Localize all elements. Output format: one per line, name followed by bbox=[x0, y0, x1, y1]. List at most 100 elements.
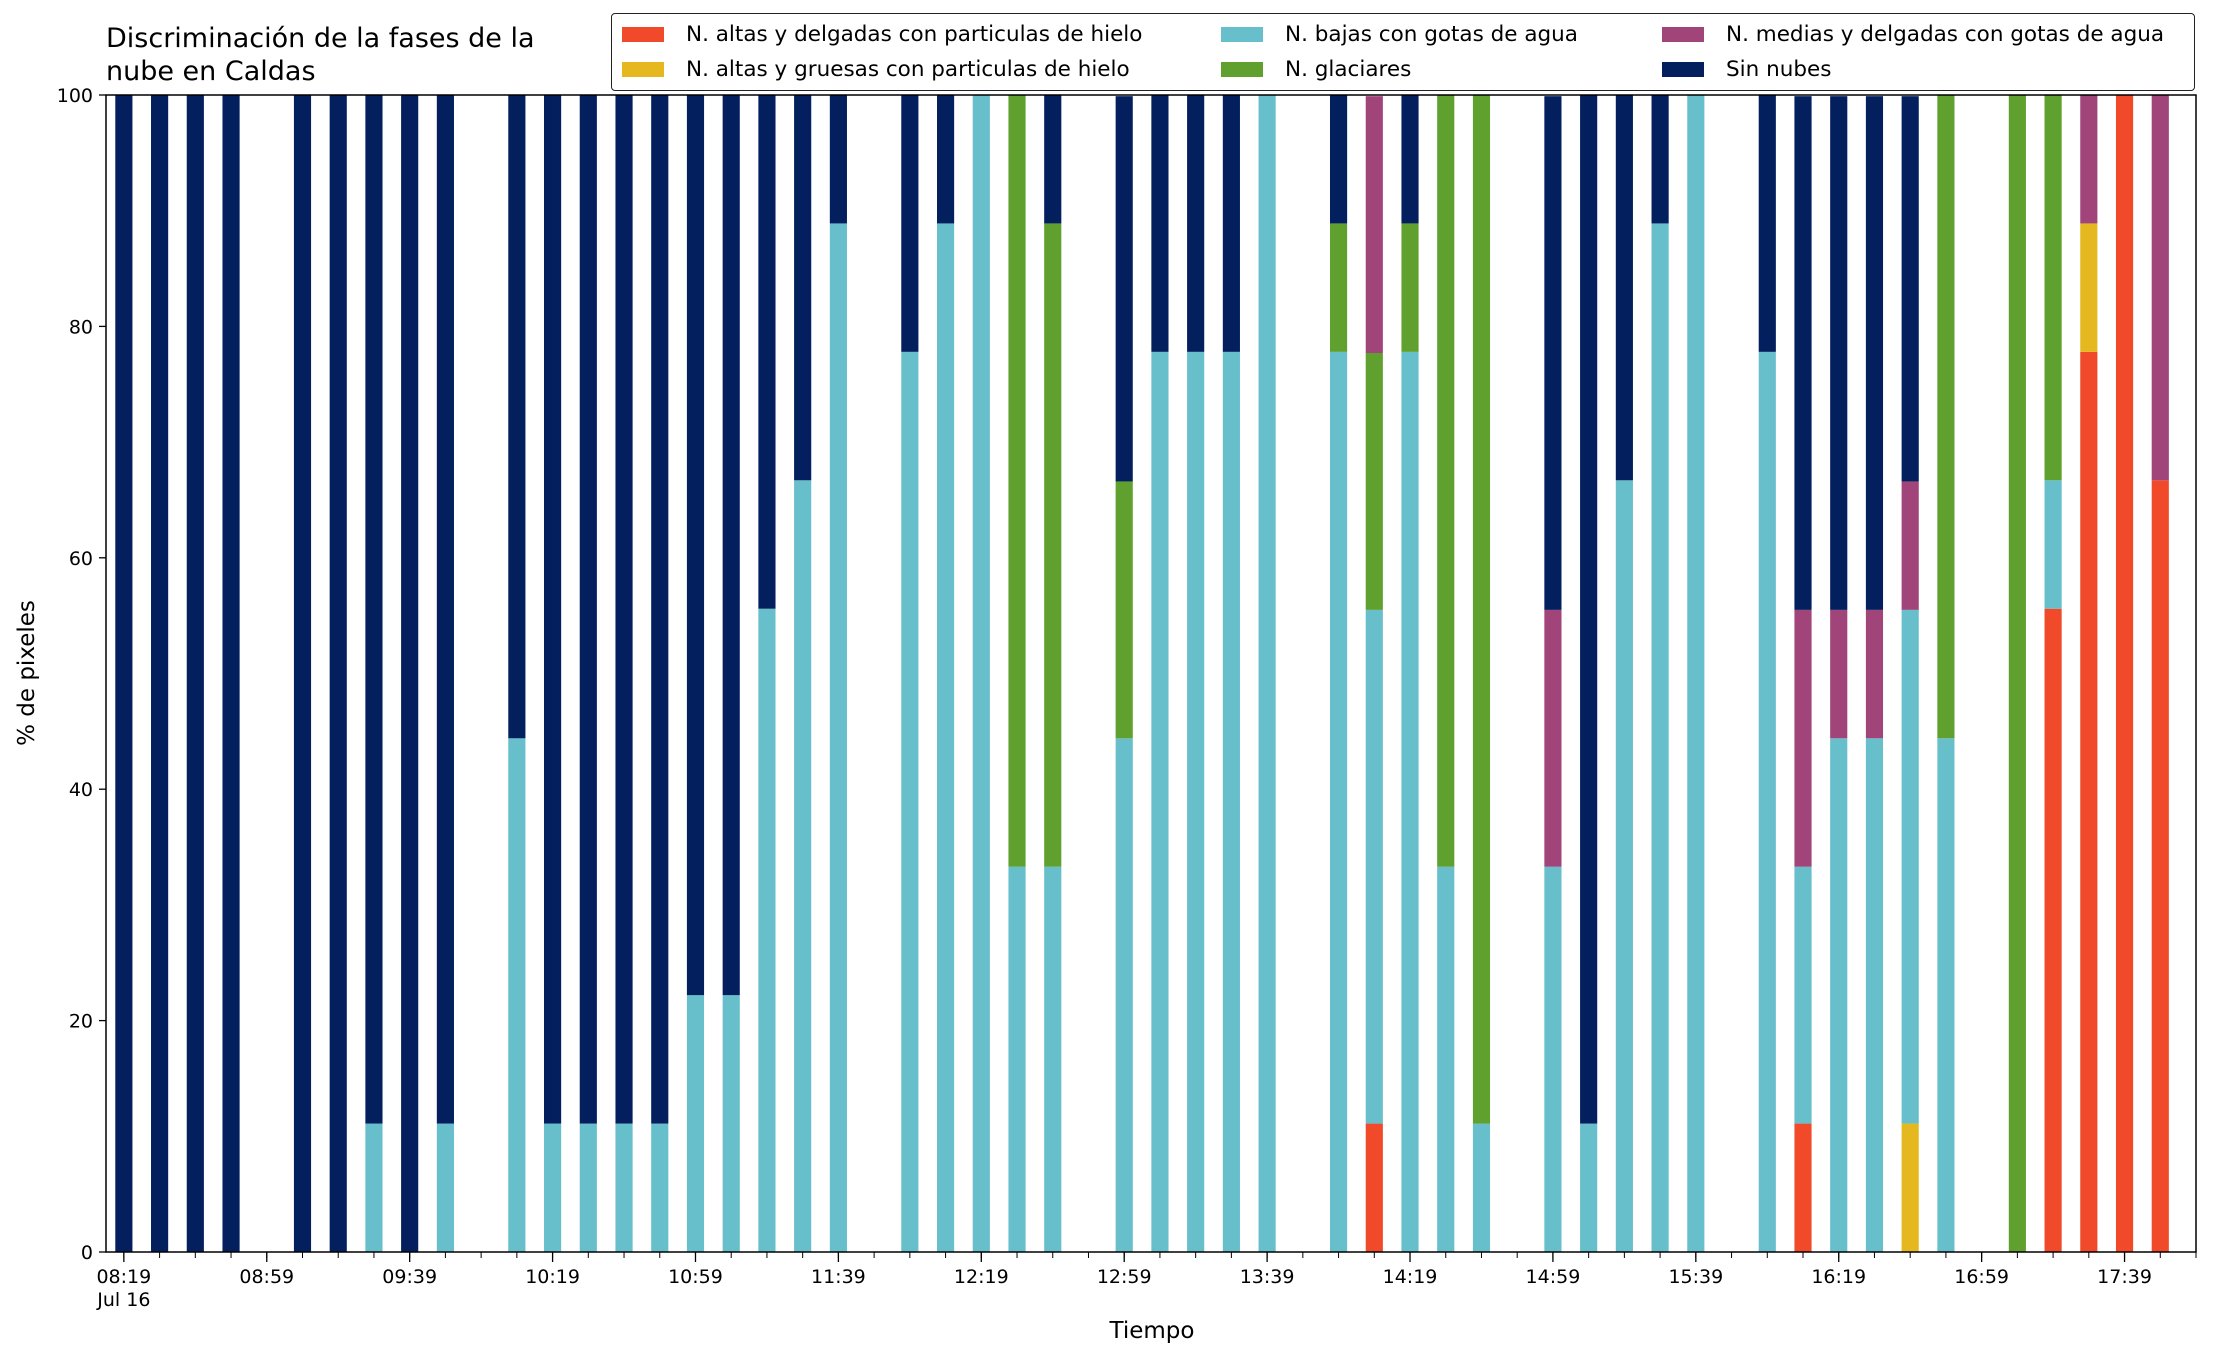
legend-label: N. glaciares bbox=[1285, 56, 1412, 82]
bar-segment-27-5 bbox=[1222, 95, 1240, 352]
chart-title-line-1: Discriminación de la fases de la bbox=[106, 23, 535, 54]
bars-layer bbox=[115, 95, 2169, 1253]
bar-segment-43-1 bbox=[1901, 1123, 1919, 1252]
bar-segment-7-5 bbox=[401, 95, 419, 1252]
bar-segment-43-5 bbox=[1901, 96, 1919, 482]
bar-segment-18-5 bbox=[829, 95, 847, 224]
bar-segment-14-2 bbox=[686, 995, 705, 1252]
bar-segment-43-4 bbox=[1901, 481, 1919, 610]
bar-segment-31-2 bbox=[1401, 351, 1419, 1253]
bar-segment-3-5 bbox=[222, 95, 240, 1252]
bar-segment-19-2 bbox=[901, 351, 919, 1253]
legend-item-medias: N. medias y delgadas con gotas de agua bbox=[1662, 19, 2164, 49]
plot-frame bbox=[105, 94, 2197, 1253]
bar-segment-32-3 bbox=[1437, 95, 1455, 867]
bar-segment-10-2 bbox=[544, 1123, 562, 1252]
bar-segment-8-2 bbox=[436, 1123, 454, 1252]
bar-segment-30-3 bbox=[1365, 353, 1383, 610]
y-tick-label: 0 bbox=[81, 1242, 93, 1264]
legend-swatch bbox=[1221, 26, 1263, 42]
bar-segment-9-5 bbox=[508, 95, 526, 739]
bar-segment-40-4 bbox=[1794, 609, 1812, 867]
bar-segment-22-2 bbox=[1008, 866, 1026, 1252]
bar-segment-47-4 bbox=[2080, 95, 2098, 224]
legend-label: N. bajas con gotas de agua bbox=[1285, 21, 1578, 47]
legend-swatch bbox=[1221, 61, 1263, 77]
bar-segment-2-5 bbox=[186, 95, 204, 1252]
bar-segment-23-5 bbox=[1044, 95, 1062, 224]
bar-segment-30-0 bbox=[1365, 1123, 1383, 1252]
bar-segment-34-2 bbox=[1544, 866, 1562, 1252]
x-tick-label: 16:59 bbox=[1954, 1266, 2009, 1288]
bar-segment-43-2 bbox=[1901, 609, 1919, 1124]
chart-legend: N. altas y delgadas con particulas de hi… bbox=[611, 13, 2195, 91]
bar-segment-46-3 bbox=[2044, 95, 2062, 481]
bar-segment-18-2 bbox=[829, 223, 847, 1253]
bar-segment-31-3 bbox=[1401, 223, 1419, 352]
x-tick-label: 12:59 bbox=[1097, 1266, 1152, 1288]
legend-swatch bbox=[622, 61, 664, 77]
y-tick-label: 20 bbox=[69, 1011, 93, 1033]
bar-segment-44-2 bbox=[1937, 738, 1955, 1252]
bar-segment-15-2 bbox=[722, 995, 740, 1252]
bar-segment-36-2 bbox=[1615, 480, 1633, 1252]
legend-item-altas-gruesas: N. altas y gruesas con particulas de hie… bbox=[622, 54, 1130, 84]
bar-segment-5-5 bbox=[329, 95, 347, 1252]
bar-segment-26-2 bbox=[1187, 351, 1205, 1253]
bar-segment-8-5 bbox=[436, 95, 454, 1124]
bar-segment-27-2 bbox=[1222, 351, 1240, 1253]
bar-segment-26-5 bbox=[1187, 95, 1205, 352]
bar-segment-6-5 bbox=[365, 95, 383, 1124]
bar-segment-42-4 bbox=[1865, 609, 1884, 739]
chart-title-line-2: nube en Caldas bbox=[106, 56, 316, 87]
bar-segment-12-2 bbox=[615, 1123, 633, 1252]
bar-segment-10-5 bbox=[544, 95, 562, 1124]
bar-segment-17-2 bbox=[794, 480, 812, 1252]
bar-segment-41-2 bbox=[1830, 738, 1848, 1252]
bar-segment-12-5 bbox=[615, 95, 633, 1124]
x-tick-label: 08:19 bbox=[96, 1266, 151, 1288]
bar-segment-35-2 bbox=[1580, 1123, 1598, 1252]
bar-segment-29-2 bbox=[1329, 351, 1348, 1253]
x-tick-label: 12:19 bbox=[954, 1266, 1009, 1288]
bar-segment-22-3 bbox=[1008, 95, 1026, 867]
legend-item-sin-nubes: Sin nubes bbox=[1662, 54, 1831, 84]
bar-segment-14-5 bbox=[686, 95, 705, 996]
bar-segment-25-2 bbox=[1151, 351, 1169, 1253]
bar-segment-49-0 bbox=[2151, 480, 2169, 1252]
bar-segment-13-2 bbox=[651, 1123, 669, 1252]
y-tick-label: 80 bbox=[69, 316, 93, 338]
bar-segment-29-5 bbox=[1329, 95, 1348, 224]
bar-segment-23-2 bbox=[1044, 866, 1062, 1252]
x-tick-label: 15:39 bbox=[1668, 1266, 1723, 1288]
bar-segment-42-2 bbox=[1865, 738, 1884, 1252]
bar-segment-20-2 bbox=[937, 223, 955, 1253]
bar-segment-41-5 bbox=[1830, 96, 1848, 610]
bar-segment-40-5 bbox=[1794, 96, 1812, 610]
x-date-label: Jul 16 bbox=[96, 1289, 150, 1311]
bar-segment-44-3 bbox=[1937, 95, 1955, 739]
bar-segment-40-2 bbox=[1794, 866, 1812, 1124]
bar-segment-29-3 bbox=[1329, 223, 1348, 352]
bar-segment-47-1 bbox=[2080, 223, 2098, 352]
y-tick-label: 100 bbox=[57, 85, 93, 107]
x-tick-label: 08:59 bbox=[239, 1266, 294, 1288]
x-tick-label: 17:39 bbox=[2097, 1266, 2152, 1288]
bar-segment-25-5 bbox=[1151, 95, 1169, 352]
x-tick-label: 10:19 bbox=[525, 1266, 580, 1288]
bar-segment-16-5 bbox=[758, 95, 776, 609]
x-tick-label: 10:59 bbox=[668, 1266, 723, 1288]
x-tick-label: 09:39 bbox=[382, 1266, 437, 1288]
bar-segment-39-2 bbox=[1758, 351, 1776, 1253]
bar-segment-46-2 bbox=[2044, 480, 2062, 609]
bar-segment-30-4 bbox=[1365, 96, 1383, 354]
bar-segment-47-0 bbox=[2080, 351, 2098, 1253]
bar-segment-11-5 bbox=[579, 95, 597, 1124]
bar-segment-40-0 bbox=[1794, 1123, 1812, 1252]
bar-segment-16-2 bbox=[758, 608, 776, 1252]
bar-segment-33-2 bbox=[1472, 1123, 1491, 1252]
legend-swatch bbox=[1662, 26, 1704, 42]
bar-segment-11-2 bbox=[579, 1123, 597, 1252]
